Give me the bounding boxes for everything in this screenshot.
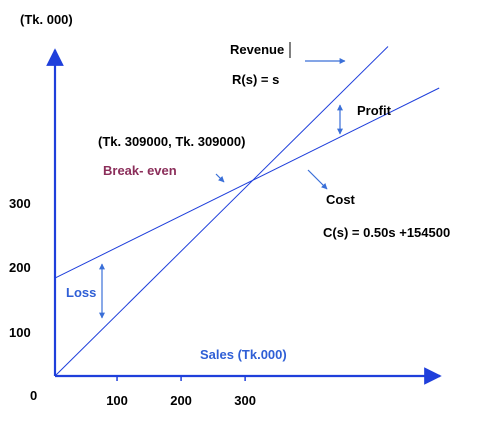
- revenue-line: [54, 46, 389, 377]
- cost-label: Cost: [326, 192, 356, 207]
- x-axis-label: Sales (Tk.000): [200, 347, 287, 362]
- x-tick-labels: 100 200 300: [106, 376, 256, 408]
- break-even-coordinates: (Tk. 309000, Tk. 309000): [98, 134, 245, 149]
- profit-label: Profit: [357, 103, 392, 118]
- x-tick-label: 100: [106, 393, 128, 408]
- origin-label: 0: [30, 388, 37, 403]
- loss-label: Loss: [66, 285, 96, 300]
- cost-formula: C(s) = 0.50s +154500: [323, 225, 450, 240]
- cost-line: [54, 87, 440, 279]
- break-even-arrow: [215, 173, 225, 183]
- y-tick-label: 300: [9, 196, 31, 211]
- revenue-label: Revenue: [230, 42, 284, 57]
- x-tick-label: 200: [170, 393, 192, 408]
- y-tick-label: 200: [9, 260, 31, 275]
- y-tick-label: 100: [9, 325, 31, 340]
- x-tick-label: 300: [234, 393, 256, 408]
- y-axis-label: (Tk. 000): [20, 12, 73, 27]
- cost-arrow: [307, 169, 328, 190]
- y-tick-labels: 100 200 300: [9, 196, 31, 340]
- revenue-formula: R(s) = s: [232, 72, 279, 87]
- break-even-label: Break- even: [103, 163, 177, 178]
